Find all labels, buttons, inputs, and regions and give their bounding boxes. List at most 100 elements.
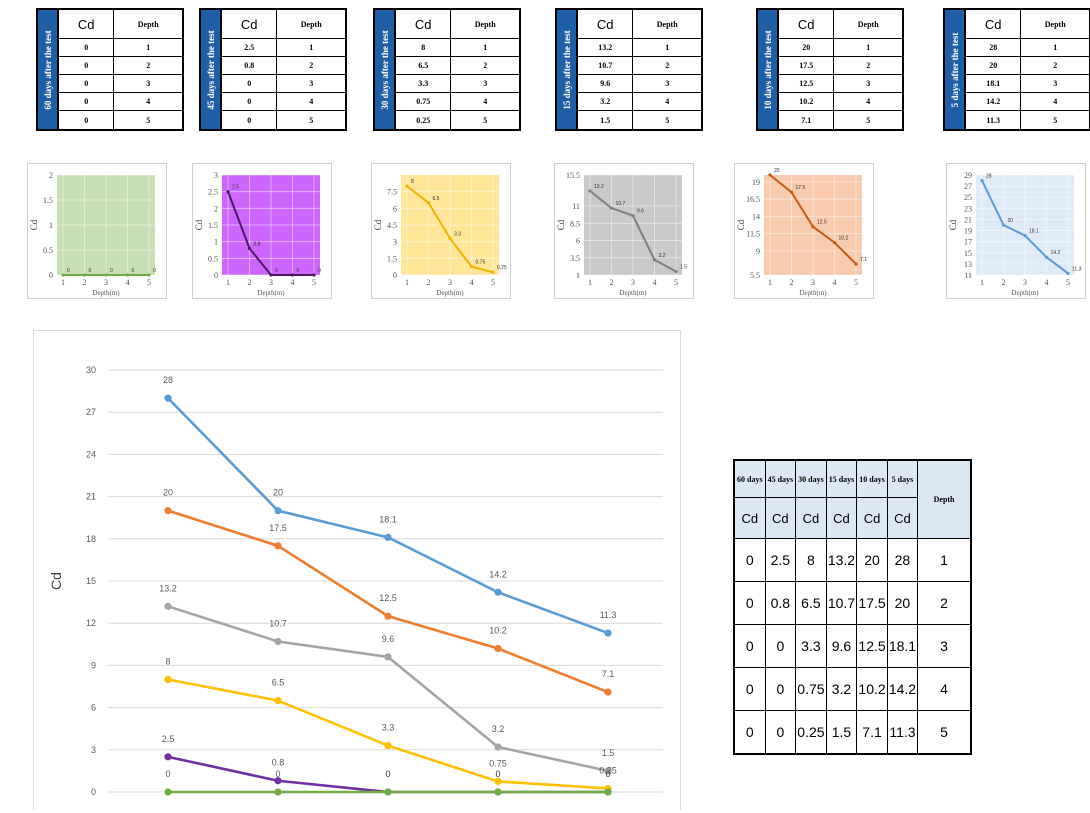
x-tick-label: 5 <box>854 278 858 287</box>
data-label: 28 <box>986 174 992 180</box>
cell: 5 <box>833 110 904 131</box>
data-point <box>604 767 612 775</box>
data-label: 18.1 <box>379 514 397 524</box>
cell: 2.5 <box>220 38 278 58</box>
x-tick-label: 5 <box>1066 278 1070 287</box>
data-label: 11.3 <box>1072 266 1082 272</box>
cell: 4 <box>450 92 521 112</box>
data-point <box>274 637 282 646</box>
data-point <box>854 262 858 266</box>
cell: 20 <box>777 38 835 58</box>
x-tick-label: 4 <box>653 278 657 287</box>
y-axis-label: Cd <box>556 219 566 230</box>
x-tick-label: 2 <box>790 278 794 287</box>
data-label: 6.5 <box>272 678 285 688</box>
col-header-cd: Cd <box>576 8 634 40</box>
cd-label: Cd <box>856 497 888 539</box>
data-point <box>164 753 172 761</box>
cell: 0.75 <box>394 92 452 112</box>
x-tick-label: 3 <box>448 278 452 287</box>
cell: 4 <box>276 92 347 112</box>
x-tick-label: 4 <box>833 278 837 287</box>
x-tick-label: 3 <box>811 278 815 287</box>
cell: 0 <box>764 667 797 711</box>
x-axis-label: Depth(m) <box>436 289 464 297</box>
cell: 20 <box>856 538 888 582</box>
data-label: 17.5 <box>269 523 287 533</box>
cell: 1 <box>632 38 703 58</box>
y-tick-label: 24 <box>86 449 96 459</box>
data-label: 0.25 <box>497 265 507 271</box>
cd-label: Cd <box>733 497 766 539</box>
data-point <box>290 273 295 277</box>
x-tick-label: 3 <box>631 278 635 287</box>
cell: 28 <box>886 538 919 582</box>
data-label: 0.8 <box>254 241 261 247</box>
data-point <box>469 265 474 269</box>
cell: 3 <box>450 74 521 94</box>
cell: 0 <box>764 624 797 668</box>
cell: 5 <box>1020 110 1090 131</box>
cell: 4 <box>632 92 703 112</box>
y-axis-label: Cd <box>29 219 39 230</box>
cell: 1 <box>1020 38 1090 58</box>
y-tick-label: 3 <box>214 171 218 180</box>
cell: 0 <box>733 710 766 755</box>
y-tick-label: 9 <box>91 660 96 670</box>
cell: 0 <box>733 538 766 582</box>
cell: 14.2 <box>964 92 1022 112</box>
cell: 9.6 <box>576 74 634 94</box>
y-tick-label: 1 <box>214 238 218 247</box>
data-point <box>494 743 502 751</box>
x-tick-label: 4 <box>1045 278 1049 287</box>
summary-table: 60 days 45 days 30 days 15 days 10 days … <box>733 459 973 755</box>
data-label: 2.5 <box>162 734 175 744</box>
data-point <box>674 269 678 274</box>
data-label: 18.1 <box>1029 229 1039 235</box>
data-label: 0 <box>275 268 278 274</box>
y-tick-label: 17 <box>964 238 972 247</box>
cell: 2 <box>833 56 904 76</box>
y-tick-label: 14 <box>752 212 760 221</box>
col-header: 10 days <box>856 459 888 498</box>
table-label: 45 days after the test <box>205 29 216 110</box>
data-table: Cd Depth 13.2 1 10.7 2 9.6 3 3.2 4 1.5 5 <box>576 8 703 131</box>
x-tick-label: 3 <box>269 278 273 287</box>
cell: 18.1 <box>964 74 1022 94</box>
y-tick-label: 0.5 <box>43 246 53 255</box>
data-label: 1.5 <box>602 748 615 758</box>
x-axis-label: Depth(m) <box>92 289 120 297</box>
y-tick-label: 25 <box>964 193 972 202</box>
col-header-depth: Depth <box>450 8 521 40</box>
cell: 12.5 <box>777 74 835 94</box>
y-tick-label: 0 <box>393 271 397 280</box>
table-label: 60 days after the test <box>42 29 53 110</box>
col-header: 30 days <box>795 459 827 498</box>
y-tick-label: 0 <box>91 787 96 797</box>
data-label: 7.1 <box>602 669 615 679</box>
cell: 3 <box>917 624 972 668</box>
cell: 2 <box>113 56 184 76</box>
data-point <box>588 189 592 193</box>
cell: 3 <box>632 74 703 94</box>
cell: 3 <box>113 74 184 94</box>
y-tick-label: 3.5 <box>570 254 580 263</box>
mini-chart-15-days: 1 3.5 6 8.5 11 15.5 1 2 3 4 5 Cd Depth(m) 13.2 10.7 9.6… <box>554 163 694 299</box>
y-axis-label: Cd <box>948 219 958 230</box>
cell: 4 <box>1020 92 1090 112</box>
data-label: 3.3 <box>382 723 395 733</box>
cell: 3 <box>1020 74 1090 94</box>
data-point <box>247 246 252 250</box>
y-tick-label: 0.5 <box>208 254 218 263</box>
data-table: Cd Depth 20 1 17.5 2 12.5 3 10.2 4 7.1 5 <box>777 8 904 131</box>
cell: 3 <box>833 74 904 94</box>
data-point <box>269 273 273 277</box>
x-tick-label: 3 <box>1023 278 1027 287</box>
cd-label: Cd <box>886 497 919 539</box>
data-label: 9.6 <box>382 634 395 644</box>
data-label: 0 <box>385 769 390 779</box>
data-label: 17.5 <box>796 185 806 191</box>
cell: 2 <box>1020 56 1090 76</box>
